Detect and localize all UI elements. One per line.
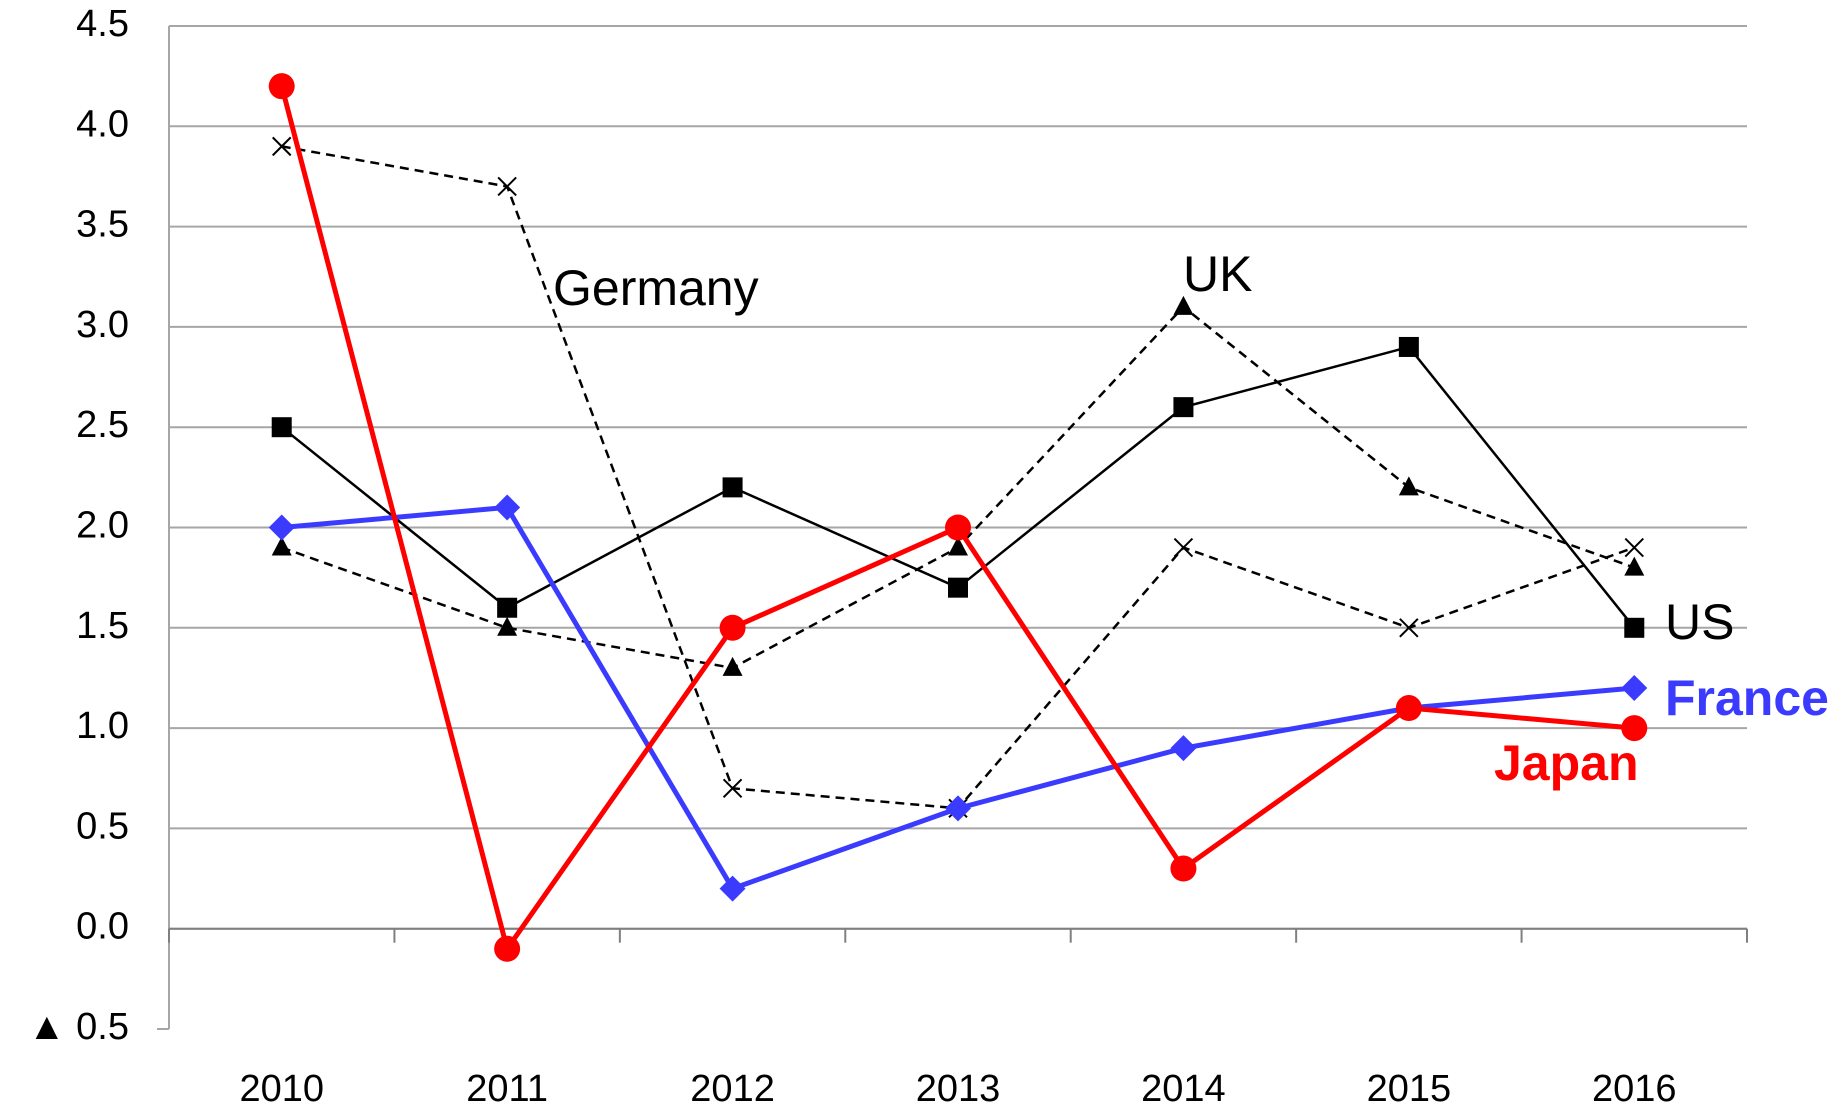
marker [271,417,292,438]
marker [1621,715,1648,742]
y-tick-label: 2.0 [76,505,129,547]
x-tick-label: 2010 [239,1068,324,1108]
marker [1624,617,1645,638]
x-tick-label: 2012 [690,1068,775,1108]
series-line [281,504,1635,892]
marker [1173,537,1194,558]
x-tick-label: 2013 [916,1068,1001,1108]
marker [1624,556,1645,576]
marker [1624,537,1644,558]
marker [268,514,295,541]
x-tick-label: 2014 [1141,1068,1226,1108]
y-tick-label: 0.5 [76,805,129,847]
y-tick-label: 0.0 [76,906,129,948]
marker [497,616,518,636]
marker [1621,674,1648,701]
marker [948,536,968,556]
series-label: UK [1183,246,1252,302]
x-tick-label: 2015 [1367,1068,1452,1108]
y-tick-label: 2.5 [76,404,129,446]
y-tick-label: 3.5 [76,204,129,246]
marker [272,136,292,157]
marker [722,656,743,676]
marker [494,935,521,962]
marker [268,73,295,100]
marker [722,477,743,498]
marker [497,176,517,197]
series-label: France [1665,670,1829,726]
y-tick-label: ▲ 0.5 [28,1006,129,1048]
y-tick-label: 1.0 [76,705,129,747]
series-line [281,305,1635,670]
marker [271,536,292,556]
marker [1170,735,1197,762]
marker [945,795,971,822]
marker [945,514,971,541]
marker [1173,397,1194,418]
x-tick-label: 2016 [1592,1068,1677,1108]
marker [1170,855,1197,882]
marker [497,597,518,618]
marker [722,778,743,798]
marker [1395,695,1422,722]
series-label: US [1665,594,1734,650]
series-label: Japan [1494,735,1639,791]
marker [719,614,746,641]
marker [948,577,968,598]
y-tick-label: 1.5 [76,605,129,647]
marker [1398,476,1419,496]
y-tick-label: 3.0 [76,304,129,346]
marker [719,875,746,902]
y-tick-label: 4.5 [76,3,129,45]
marker [1399,618,1419,638]
y-tick-label: 4.0 [76,103,129,145]
series-label: Germany [553,260,759,316]
marker [494,494,521,521]
marker [1173,295,1194,315]
marker [1398,336,1419,357]
x-tick-label: 2011 [466,1068,548,1108]
